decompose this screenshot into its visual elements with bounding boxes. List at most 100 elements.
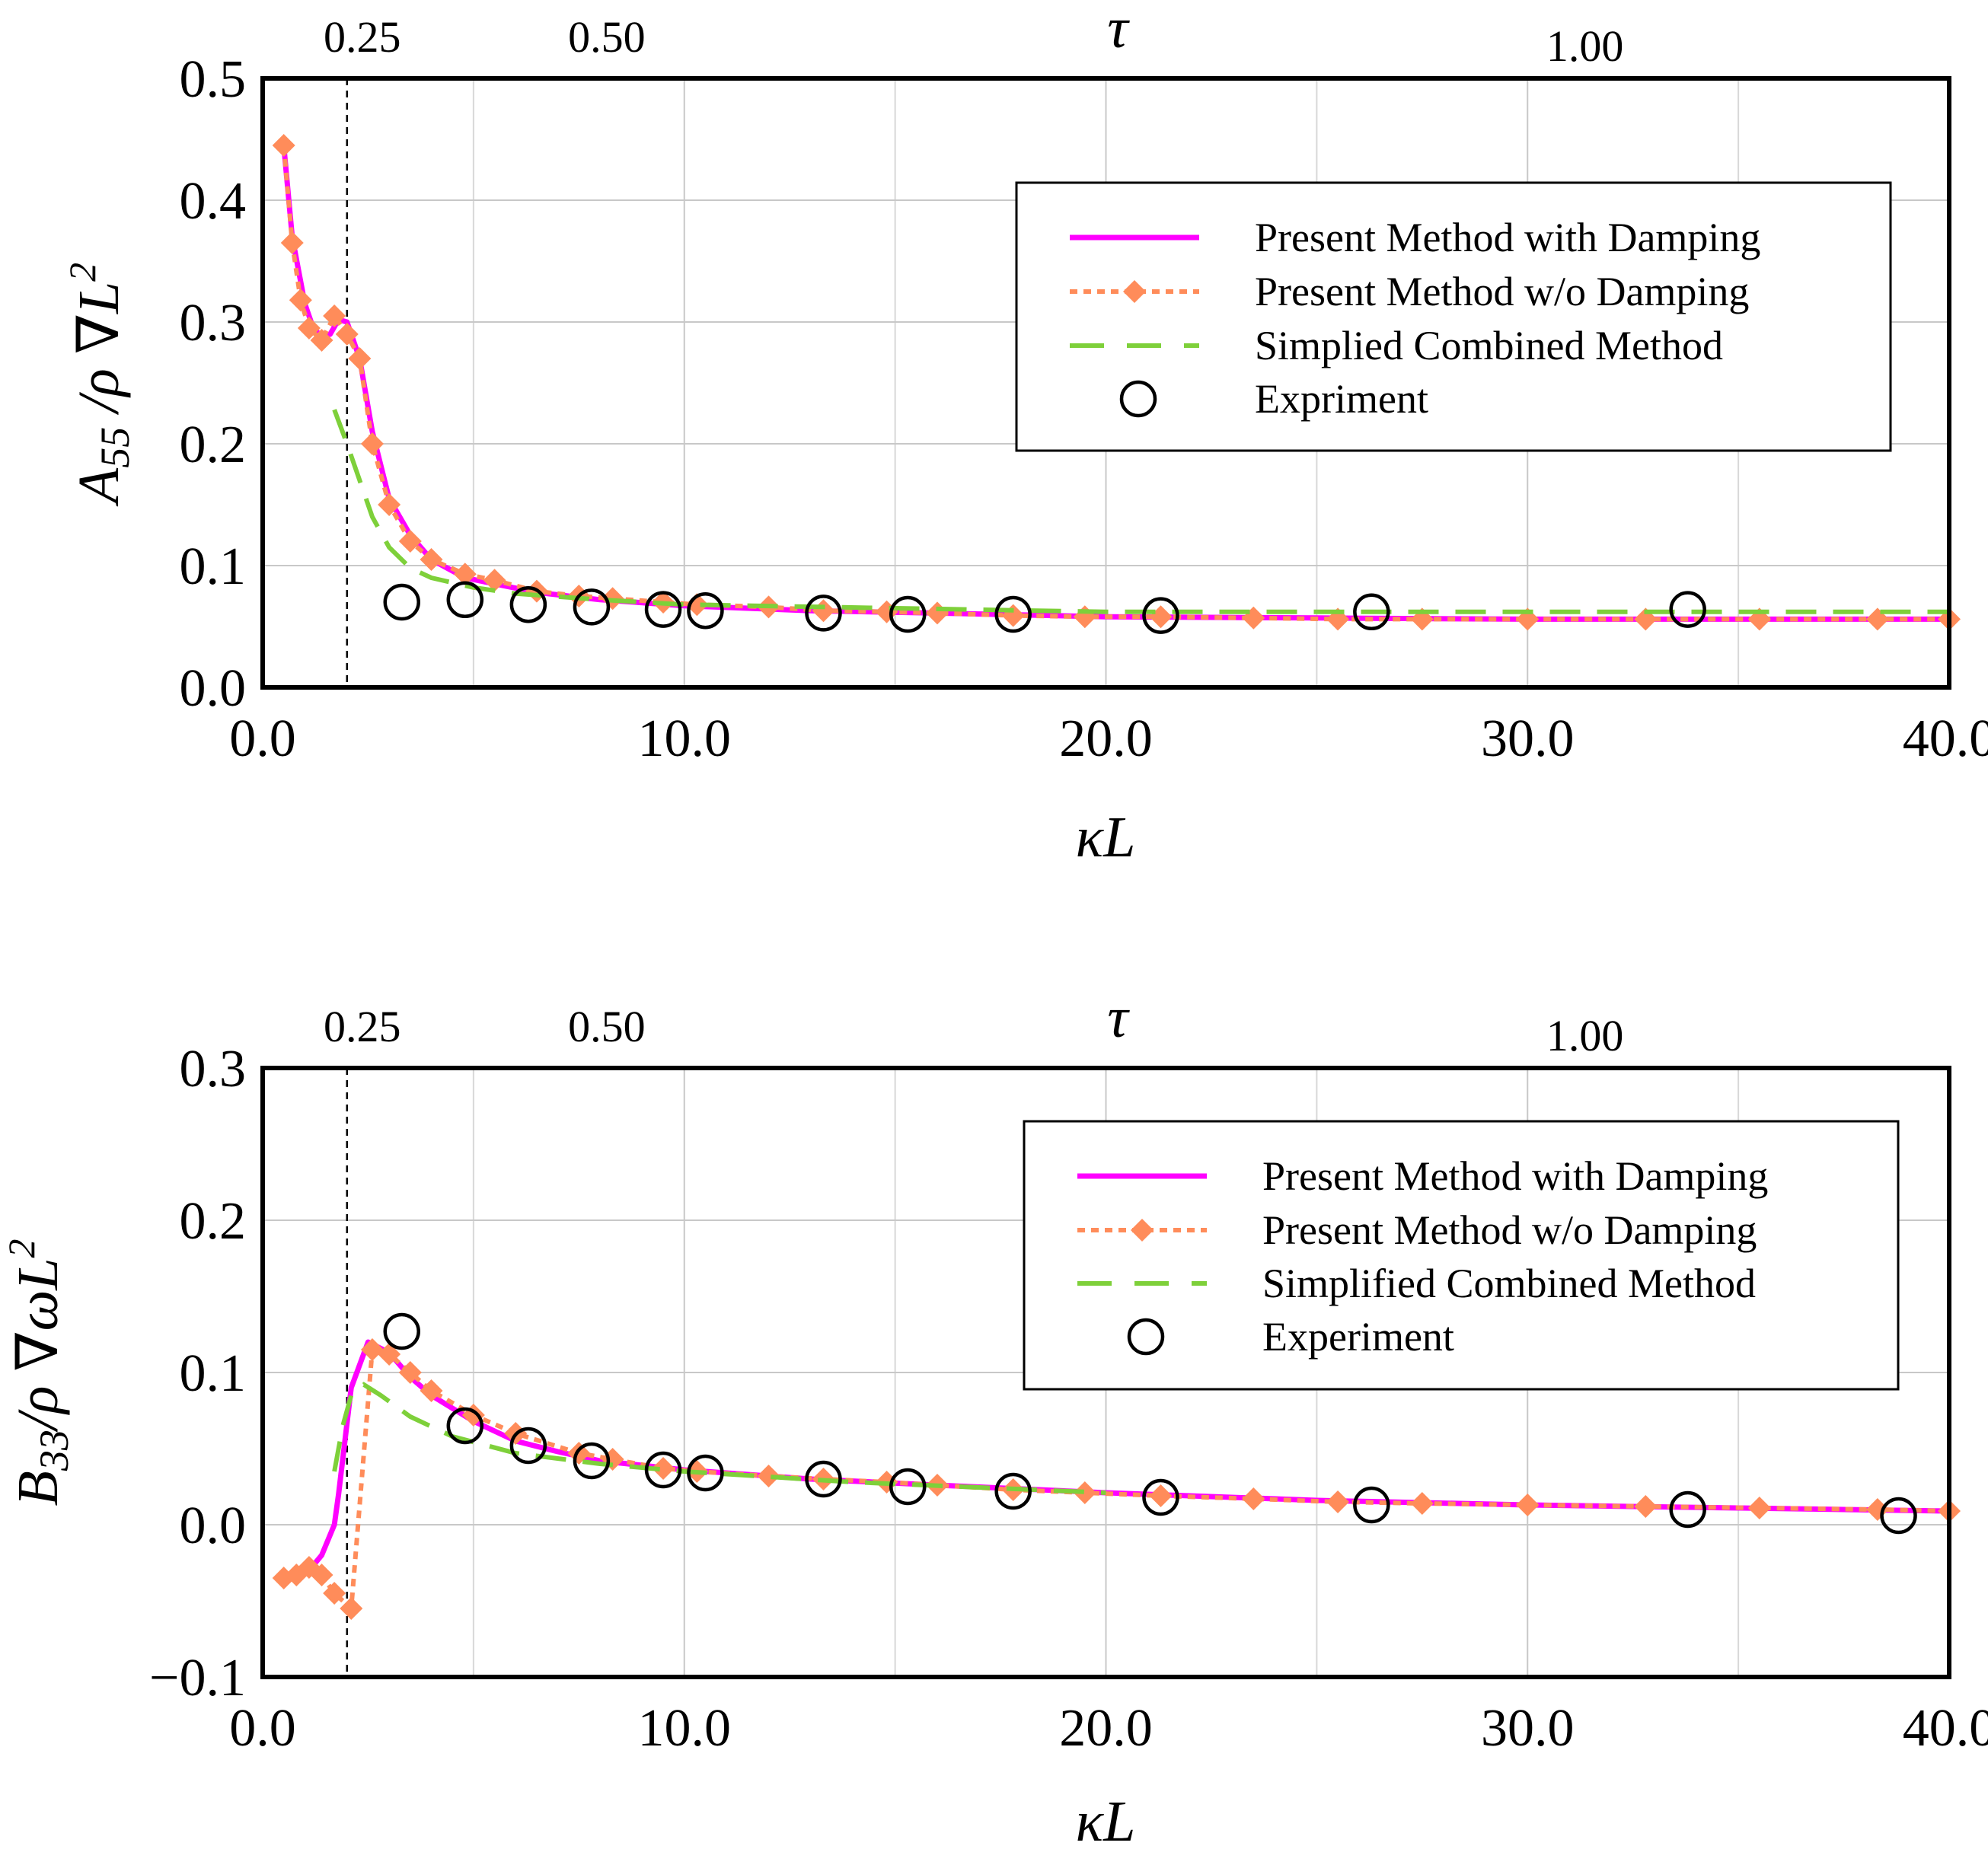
y-label-subscript: 55 [92,427,138,468]
diamond-marker [1516,1494,1540,1516]
y-tick-label: 0.3 [180,1040,247,1098]
diamond-marker [420,548,443,571]
experiment-circle-marker [889,595,927,633]
experiment-circle-marker [805,595,842,632]
experiment-circle-marker [1142,597,1179,634]
x-tick-label: 20.0 [1059,709,1153,768]
y-label-superscript: 2 [61,263,104,282]
diamond-marker [323,304,346,327]
experiment-circle-marker [1353,1486,1390,1524]
diamond-marker [483,569,506,592]
experiment-circle-marker [994,595,1032,633]
diamond-marker [652,1457,675,1480]
experiment-circle-marker [644,1451,682,1489]
tau-axis-label: τ [1107,986,1130,1050]
diamond-marker [398,530,422,553]
x-tick-label: 30.0 [1481,1699,1575,1758]
diamond-marker [1326,1490,1350,1513]
y-axis-label: B33/ρ ∇ωL2 [0,1239,77,1506]
diamond-marker [1747,1497,1771,1519]
diamond-marker [340,1597,363,1620]
y-tick-label: 0.5 [180,50,247,109]
legend-entry-label: Experiment [1262,1314,1454,1360]
experiment-circle-marker [1880,1497,1917,1535]
experiment-circle-marker [509,585,547,623]
experiment-circle-marker [687,591,724,630]
diamond-marker [280,231,304,254]
experiment-circle-marker [573,588,611,626]
diamond-marker [1634,1495,1658,1518]
experiment-circle-marker [889,1468,927,1506]
experiment-circle-marker [805,1460,842,1498]
experiment-circle-marker [1669,1490,1706,1529]
diamond-marker [420,1379,443,1402]
legend-entry-label: Present Method w/o Damping [1255,269,1749,314]
legend-entry-label: Expriment [1255,376,1428,422]
diamond-marker [335,323,359,346]
experiment-circle-marker [1142,1478,1179,1516]
tau-axis-label: τ [1107,0,1130,60]
y-label-rest: /ρ ∇ωL [6,1258,70,1433]
y-axis-label: A55 /ρ ∇L2 [61,263,138,507]
experiment-circle-marker [1353,593,1390,631]
experiment-circle-marker [509,1427,547,1465]
legend-entry-label: Simplied Combined Method [1255,323,1723,368]
experiment-circle-marker [383,583,420,621]
legend-diamond-marker [1131,1219,1154,1242]
experiment-circle-marker [1669,591,1706,628]
chart-top: 0.0 10.0 20.0 30.0 40.0 0.0 0.1 0.2 0.3 0.4 0.5 0.2… [61,0,1988,869]
y-label-subscript: 33 [31,1430,77,1471]
y-tick-label: 0.1 [180,537,247,596]
diamond-marker [310,1564,333,1586]
tau-tick-label: 0.25 [324,12,401,62]
chart-bottom: 0.0 10.0 20.0 30.0 40.0−0.10.00.10.20.30.25 0… [0,986,1988,1854]
diamond-marker [1149,605,1173,629]
diamond-marker [1073,1481,1096,1504]
legend-diamond-marker [1123,280,1146,303]
experiment-circle-marker [573,1442,611,1480]
y-tick-label: 0.2 [180,416,247,474]
legend-entry-label: Present Method w/o Damping [1262,1207,1757,1253]
y-label-superscript: 2 [0,1239,43,1258]
legend-circle-marker [1127,1318,1165,1356]
legend-entry-label: Present Method with Damping [1255,215,1760,260]
diamond-marker [297,317,321,340]
x-tick-label: 10.0 [638,709,732,768]
y-tick-label: 0.0 [180,1497,247,1555]
experiment-circle-marker [446,1407,484,1445]
diamond-marker [348,347,372,370]
x-tick-label: 40.0 [1903,1699,1988,1758]
experiment-circle-marker [644,591,682,628]
y-tick-label: 0.0 [180,659,247,718]
diamond-marker [289,289,312,312]
x-tick-label: 30.0 [1481,709,1575,768]
diamond-marker [1149,1484,1173,1507]
y-label-main: B [6,1471,70,1506]
diamond-marker [398,1361,422,1384]
tau-tick-label: 0.50 [568,1002,646,1051]
diamond-marker [323,1582,346,1605]
plot-frame [260,1066,1951,1679]
x-tick-label: 40.0 [1903,709,1988,768]
tau-tick-label: 0.25 [324,1002,401,1051]
experiment-circle-marker [994,1472,1032,1510]
y-label-main: A [67,467,131,507]
y-tick-label: 0.3 [180,294,247,352]
diamond-marker [378,1343,401,1366]
x-axis-label: κL [1076,1790,1136,1854]
diamond-marker [926,601,949,625]
x-tick-label: 10.0 [638,1699,732,1758]
diamond-marker [272,134,295,157]
diamond-marker [757,1465,780,1487]
legend-box [1023,1120,1900,1391]
plot-frame [260,76,1951,690]
y-tick-label: 0.2 [180,1192,247,1251]
diamond-marker [1073,605,1096,629]
legend-entry-label: Simplified Combined Method [1262,1261,1756,1306]
tau-tick-label: 1.00 [1546,1011,1624,1060]
x-tick-label: 20.0 [1059,1699,1153,1758]
x-tick-label: 0.0 [229,709,296,768]
experiment-circle-marker [383,1312,420,1350]
diamond-marker [812,599,835,623]
y-tick-label: 0.4 [180,172,247,231]
